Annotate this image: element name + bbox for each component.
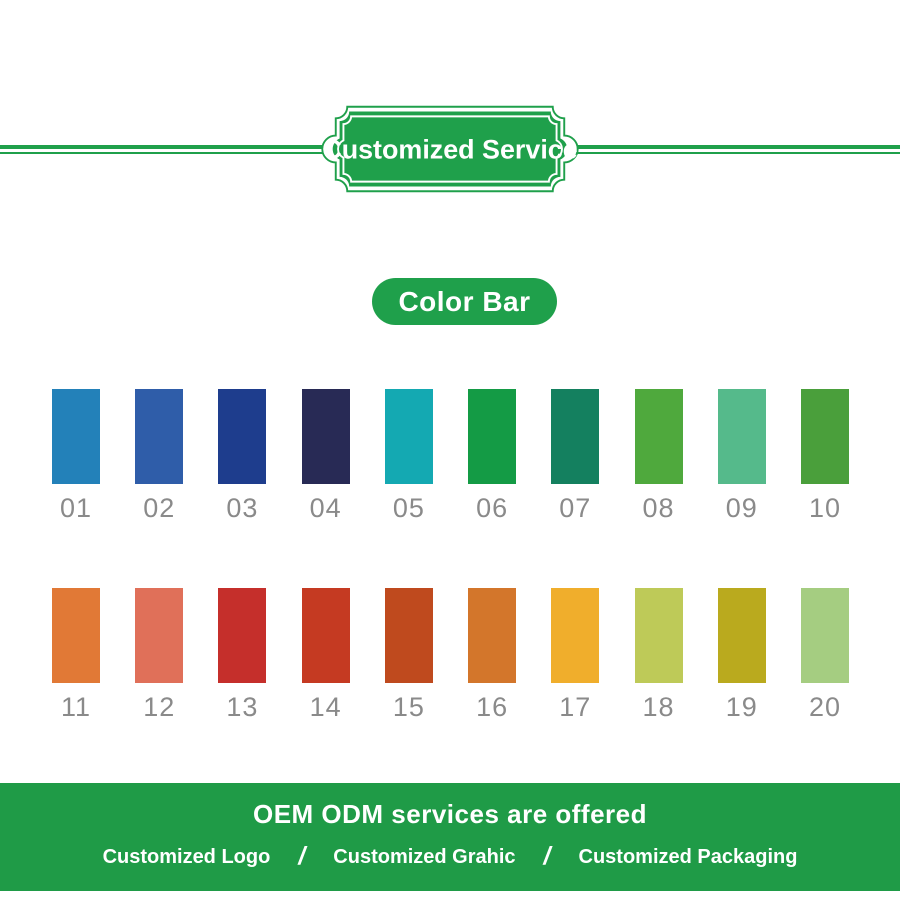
swatch-color-block	[551, 588, 600, 683]
color-bar-pill: Color Bar	[372, 278, 557, 325]
swatch-number: 03	[226, 493, 259, 523]
color-bar-title: Color Bar	[398, 285, 531, 317]
color-swatch-03: 03	[218, 389, 267, 524]
footer-band: OEM ODM services are offered Customized …	[0, 783, 900, 891]
footer-headline: OEM ODM services are offered	[252, 799, 648, 829]
swatch-color-block	[218, 389, 267, 484]
swatch-color-block	[717, 588, 766, 683]
swatch-color-block	[301, 588, 350, 683]
swatch-color-block	[551, 389, 600, 484]
color-swatch-20: 20	[800, 588, 849, 723]
footer-services-list: Customized Logo / Customized Grahic / Cu…	[0, 841, 900, 870]
swatch-color-block	[52, 389, 100, 484]
swatch-number: 01	[59, 493, 93, 523]
color-swatch-02: 02	[135, 389, 184, 524]
color-swatch-12: 12	[135, 588, 184, 723]
footer-item-packaging: Customized Packaging	[578, 846, 798, 868]
color-swatch-11: 11	[52, 588, 100, 723]
swatch-number: 20	[808, 692, 841, 722]
swatch-number: 16	[476, 692, 509, 722]
swatch-number: 14	[309, 692, 342, 722]
color-swatch-14: 14	[301, 588, 350, 723]
color-swatch-06: 06	[468, 389, 517, 524]
swatch-color-block	[800, 389, 849, 484]
footer-separator: /	[298, 842, 306, 870]
swatch-color-block	[634, 389, 683, 484]
swatch-number: 13	[226, 692, 259, 722]
footer-separator: /	[543, 842, 551, 870]
swatch-number: 18	[642, 692, 675, 722]
footer-item-logo: Customized Logo	[102, 846, 271, 868]
color-swatch-16: 16	[468, 588, 517, 723]
swatch-number: 19	[725, 692, 758, 722]
swatch-color-block	[468, 588, 517, 683]
swatch-color-block	[301, 389, 350, 484]
swatch-color-block	[384, 389, 433, 484]
swatch-color-block	[384, 588, 433, 683]
banner-title: Customized Service	[322, 135, 577, 165]
swatch-color-block	[218, 588, 267, 683]
swatch-number: 09	[725, 493, 758, 523]
color-swatch-17: 17	[551, 588, 600, 723]
swatch-color-block	[135, 588, 184, 683]
badge-panel	[332, 111, 568, 187]
color-swatch-09: 09	[717, 389, 766, 524]
swatch-number: 17	[559, 692, 592, 722]
color-swatch-04: 04	[301, 389, 350, 524]
swatch-number: 04	[309, 493, 342, 523]
swatch-color-block	[52, 588, 100, 683]
swatch-number: 08	[642, 493, 675, 523]
swatch-color-block	[135, 389, 184, 484]
swatch-number: 05	[392, 493, 425, 523]
color-swatch-01: 01	[52, 389, 100, 524]
color-swatch-18: 18	[634, 588, 683, 723]
customized-service-badge: Customized Service	[314, 101, 586, 197]
swatch-color-block	[634, 588, 683, 683]
color-swatch-10: 10	[800, 389, 849, 524]
swatch-number: 02	[143, 493, 176, 523]
swatch-number: 12	[143, 692, 176, 722]
swatch-color-block	[717, 389, 766, 484]
badge-inner-outline	[337, 115, 563, 183]
color-swatch-13: 13	[218, 588, 267, 723]
swatch-number: 06	[476, 493, 509, 523]
swatch-row: 11 12 13 14 15 16 17 18 19 20	[52, 588, 849, 723]
swatch-number: 15	[392, 692, 425, 722]
swatch-row: 01 02 03 04 05 06 07 08 09 10	[52, 389, 849, 524]
swatch-number: 10	[808, 493, 841, 523]
footer-item-graphic: Customized Grahic	[333, 846, 516, 868]
color-swatch-15: 15	[384, 588, 433, 723]
color-swatch-05: 05	[384, 389, 433, 524]
color-swatch-08: 08	[634, 389, 683, 524]
swatch-number: 11	[60, 692, 92, 722]
color-swatch-07: 07	[551, 389, 600, 524]
swatch-number: 07	[559, 493, 592, 523]
swatch-color-block	[800, 588, 849, 683]
swatch-color-block	[468, 389, 517, 484]
color-swatch-19: 19	[717, 588, 766, 723]
